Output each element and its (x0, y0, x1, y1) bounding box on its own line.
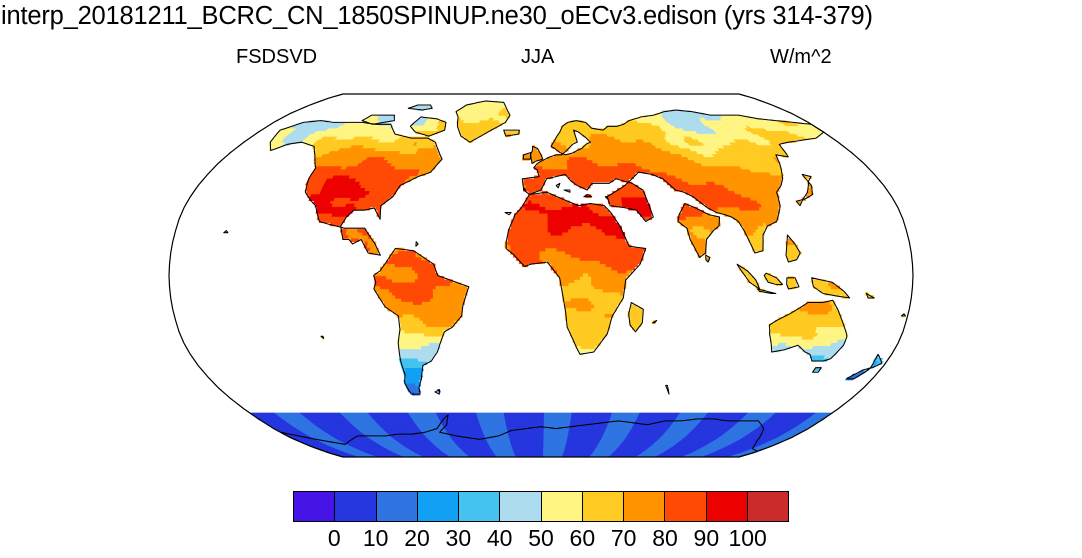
coastline (757, 288, 777, 295)
coastline (407, 104, 433, 111)
coastline (845, 353, 883, 380)
robinson-world-map (0, 70, 1082, 475)
map-panel (0, 70, 1082, 475)
colorbar-cell-0 (294, 492, 336, 521)
page-title: interp_20181211_BCRC_CN_1850SPINUP.ne30_… (1, 2, 873, 30)
coastline (521, 109, 825, 254)
coastline (786, 277, 800, 290)
colorbar-cell-10 (706, 492, 748, 521)
colorbar-tick-100: 100 (728, 525, 767, 551)
colorbar-tick-10: 10 (362, 525, 389, 551)
units-label: W/m^2 (770, 46, 832, 68)
colorbar: 0 10 20 30 40 50 60 70 80 90 100 (0, 478, 1082, 558)
colorbar-cell-4 (459, 492, 501, 521)
coastline (763, 272, 784, 286)
coastline (505, 191, 647, 355)
colorbar-cell-7 (582, 492, 624, 521)
coastline (900, 313, 907, 317)
coastline (785, 234, 801, 263)
data-cells (304, 157, 762, 306)
coastline (677, 202, 721, 259)
colorbar-tick-40: 40 (486, 525, 513, 551)
colorbar-tick-80: 80 (652, 525, 678, 551)
colorbar-cell-1 (335, 492, 377, 521)
coastline (705, 254, 711, 263)
coastline (455, 100, 511, 143)
data-cells (311, 108, 874, 350)
coastline (434, 389, 441, 395)
data-cells (308, 175, 652, 239)
coastline (563, 189, 571, 193)
variable-label: FSDSVD (236, 46, 318, 68)
coastline (628, 301, 644, 333)
coastline-layer (223, 100, 907, 458)
coastline (503, 129, 520, 137)
coastline (811, 277, 851, 299)
coastline (279, 414, 765, 458)
colorbar-cell-5 (500, 492, 542, 521)
colorbar-cell-9 (665, 492, 707, 521)
coastline (651, 319, 658, 324)
map-frame (168, 93, 914, 458)
coastline (522, 152, 532, 160)
coastline (504, 211, 512, 216)
coastline (373, 247, 470, 395)
colorbar-cell-8 (624, 492, 666, 521)
coastline (604, 196, 609, 200)
colorbar-tick-0: 0 (327, 525, 341, 551)
colorbar-tick-20: 20 (404, 525, 430, 551)
data-field-layer (248, 99, 905, 457)
coastline (736, 263, 761, 290)
colorbar-tick-70: 70 (610, 525, 637, 551)
colorbar-cell-3 (417, 492, 459, 521)
colorbar-tick-60: 60 (569, 525, 596, 551)
colorbar-tick-labels: 0 10 20 30 40 50 60 70 80 90 100 (0, 524, 1082, 554)
colorbar-tick-90: 90 (693, 525, 720, 551)
colorbar-tick-30: 30 (445, 525, 472, 551)
colorbar-tick-50: 50 (528, 525, 554, 551)
coastline (555, 182, 561, 189)
colorbar-cell-6 (541, 492, 583, 521)
coastline (812, 367, 822, 373)
map-background (0, 70, 1082, 475)
coastline (665, 384, 670, 395)
season-label: JJA (521, 46, 555, 68)
coastline (320, 335, 325, 340)
coastline (795, 173, 814, 207)
colorbar-cells (293, 491, 789, 522)
colorbar-cell-2 (376, 492, 418, 521)
coastline (409, 116, 447, 137)
coastline (865, 292, 875, 299)
coastline (223, 229, 229, 234)
coastline (361, 114, 395, 125)
coastline (523, 187, 527, 191)
coastline (768, 299, 848, 362)
colorbar-cell-11 (747, 492, 788, 521)
coastline (415, 241, 419, 247)
coastline (583, 193, 593, 198)
